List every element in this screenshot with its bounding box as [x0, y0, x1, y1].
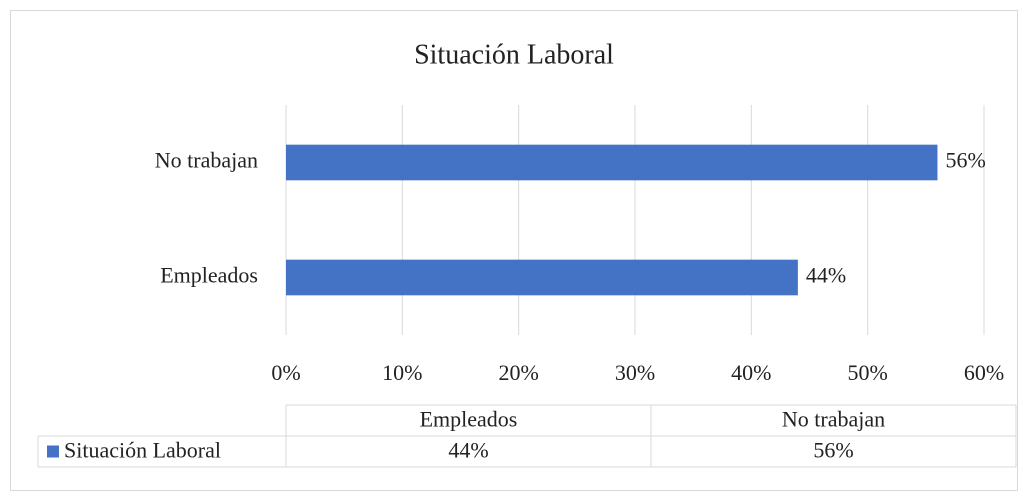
- x-tick-label: 20%: [499, 360, 539, 385]
- data-label: 56%: [945, 148, 985, 173]
- x-tick-label: 30%: [615, 360, 655, 385]
- chart-title: Situación Laboral: [414, 39, 614, 70]
- x-tick-label: 60%: [964, 360, 1004, 385]
- table-cell: 44%: [448, 438, 488, 463]
- table-header: No trabajan: [782, 407, 885, 432]
- table-cell: 56%: [813, 438, 853, 463]
- bar: [286, 259, 798, 296]
- table-header: Empleados: [420, 407, 518, 432]
- legend-label: Situación Laboral: [64, 438, 221, 463]
- y-tick-label: No trabajan: [155, 148, 258, 173]
- bar: [286, 144, 938, 181]
- x-tick-label: 50%: [848, 360, 888, 385]
- legend-swatch: [47, 445, 59, 458]
- y-tick-label: Empleados: [160, 263, 258, 288]
- x-tick-label: 40%: [731, 360, 771, 385]
- chart-border: [10, 10, 1018, 491]
- x-tick-label: 10%: [382, 360, 422, 385]
- x-tick-label: 0%: [271, 360, 300, 385]
- data-label: 44%: [806, 263, 846, 288]
